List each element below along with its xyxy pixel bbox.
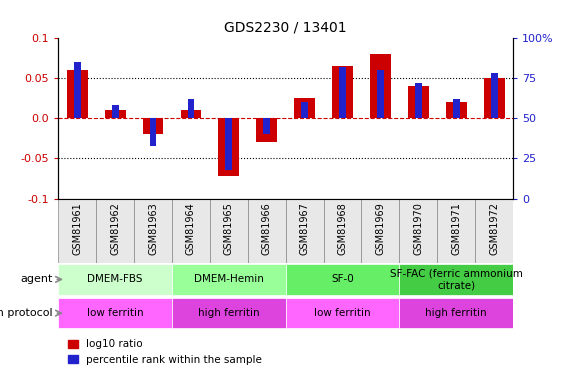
Bar <box>301 102 308 118</box>
Bar <box>294 98 315 118</box>
Bar <box>105 110 125 118</box>
Bar <box>377 70 384 118</box>
Bar <box>96 199 134 262</box>
Bar <box>58 264 172 295</box>
Bar <box>58 199 96 262</box>
Text: GSM81965: GSM81965 <box>224 202 234 255</box>
Bar <box>446 102 466 118</box>
Text: GSM81971: GSM81971 <box>451 202 461 255</box>
Bar <box>172 298 286 328</box>
Bar <box>399 264 513 295</box>
Bar <box>172 264 286 295</box>
Bar <box>361 199 399 262</box>
Bar <box>324 199 361 262</box>
Text: GSM81967: GSM81967 <box>300 202 310 255</box>
Text: low ferritin: low ferritin <box>314 308 371 318</box>
Text: low ferritin: low ferritin <box>87 308 143 318</box>
Bar <box>370 54 391 118</box>
Bar <box>226 118 232 170</box>
Bar <box>399 199 437 262</box>
Bar <box>257 118 277 142</box>
Text: high ferritin: high ferritin <box>198 308 259 318</box>
Text: high ferritin: high ferritin <box>426 308 487 318</box>
Bar <box>339 66 346 118</box>
Text: GSM81964: GSM81964 <box>186 202 196 255</box>
Bar <box>286 199 324 262</box>
Text: GSM81970: GSM81970 <box>413 202 423 255</box>
Text: GSM81962: GSM81962 <box>110 202 120 255</box>
Text: SF-0: SF-0 <box>331 274 354 284</box>
Bar <box>475 199 513 262</box>
Title: GDS2230 / 13401: GDS2230 / 13401 <box>224 21 347 35</box>
Bar <box>408 86 429 118</box>
Text: GSM81961: GSM81961 <box>72 202 82 255</box>
Bar <box>264 118 270 134</box>
Text: DMEM-Hemin: DMEM-Hemin <box>194 274 264 284</box>
Bar <box>134 199 172 262</box>
Bar <box>286 264 399 295</box>
Text: GSM81966: GSM81966 <box>262 202 272 255</box>
Text: GSM81972: GSM81972 <box>489 202 499 255</box>
Text: GSM81963: GSM81963 <box>148 202 158 255</box>
Bar <box>112 105 118 118</box>
Bar <box>453 99 459 118</box>
Bar <box>248 199 286 262</box>
Text: agent: agent <box>20 274 52 284</box>
Bar <box>484 78 504 118</box>
Legend: log10 ratio, percentile rank within the sample: log10 ratio, percentile rank within the … <box>64 335 266 369</box>
Text: growth protocol: growth protocol <box>0 308 52 318</box>
Bar <box>437 199 475 262</box>
Text: GSM81969: GSM81969 <box>375 202 385 255</box>
Bar <box>332 66 353 118</box>
Bar <box>74 62 80 118</box>
Text: DMEM-FBS: DMEM-FBS <box>87 274 143 284</box>
Bar <box>210 199 248 262</box>
Bar <box>399 298 513 328</box>
Bar <box>150 118 156 146</box>
Bar <box>286 298 399 328</box>
Bar <box>172 199 210 262</box>
Bar <box>181 110 201 118</box>
Bar <box>143 118 163 134</box>
Bar <box>491 73 497 118</box>
Bar <box>67 70 87 118</box>
Bar <box>219 118 239 176</box>
Bar <box>188 99 194 118</box>
Text: SF-FAC (ferric ammonium
citrate): SF-FAC (ferric ammonium citrate) <box>390 268 522 290</box>
Bar <box>58 298 172 328</box>
Text: GSM81968: GSM81968 <box>338 202 347 255</box>
Bar <box>415 82 422 118</box>
